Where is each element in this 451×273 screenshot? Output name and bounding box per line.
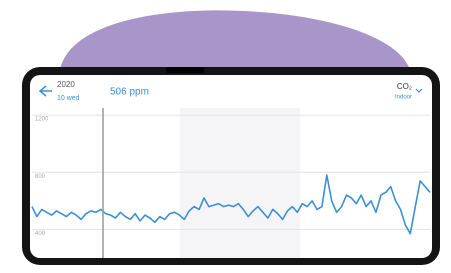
date: 10 wed [57,95,80,102]
year: 2020 [57,80,75,89]
phone-notch [166,67,204,73]
sensor[interactable]: CO₂ [397,82,412,91]
location[interactable]: Indoor [395,95,412,101]
y-tick-label: 400 [35,231,46,237]
reading: 506 ppm [110,87,149,98]
background-blob [60,10,410,70]
y-tick-label: 800 [35,174,46,180]
y-tick-label: 1200 [35,117,49,123]
screenshot: 2020 10 wed 506 ppm CO₂ Indoor 400 800 120… [0,0,451,268]
chart-band [180,108,300,258]
